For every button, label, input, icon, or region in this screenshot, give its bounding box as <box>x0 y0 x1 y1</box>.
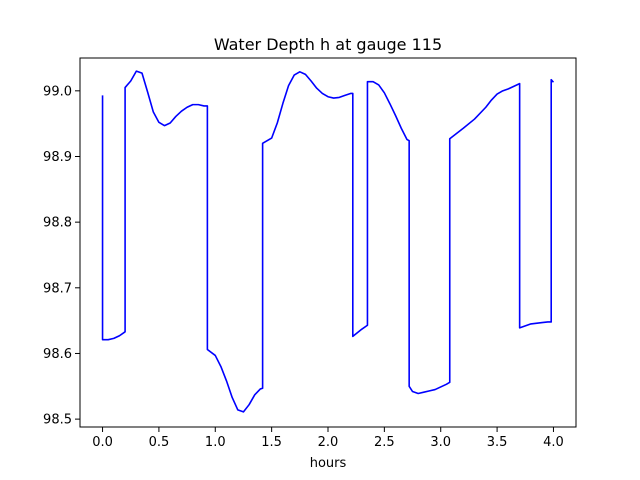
x-tick-label: 0.5 <box>149 435 170 450</box>
y-tick-label: 99.0 <box>43 84 72 99</box>
y-tick-label: 98.7 <box>43 281 72 296</box>
x-tick-label: 3.5 <box>487 435 508 450</box>
x-tick-label: 1.0 <box>205 435 226 450</box>
x-tick-label: 2.0 <box>318 435 339 450</box>
x-tick-label: 2.5 <box>374 435 395 450</box>
y-axis-ticks: 98.5 98.6 98.7 98.8 98.9 99.0 <box>43 84 80 428</box>
y-tick-label: 98.8 <box>43 216 72 231</box>
y-tick-label: 98.6 <box>43 347 72 362</box>
x-tick-label: 1.5 <box>261 435 282 450</box>
x-tick-label: 4.0 <box>543 435 564 450</box>
x-axis-ticks: 0.0 0.5 1.0 1.5 2.0 2.5 3.0 3.5 4.0 <box>92 427 564 450</box>
x-axis-label: hours <box>310 456 347 471</box>
y-tick-label: 98.9 <box>43 150 72 165</box>
plot-area <box>80 58 576 427</box>
y-tick-label: 98.5 <box>43 413 72 428</box>
chart-title: Water Depth h at gauge 115 <box>214 35 442 54</box>
x-tick-label: 0.0 <box>92 435 113 450</box>
series-line <box>101 70 555 413</box>
x-tick-label: 3.0 <box>430 435 451 450</box>
